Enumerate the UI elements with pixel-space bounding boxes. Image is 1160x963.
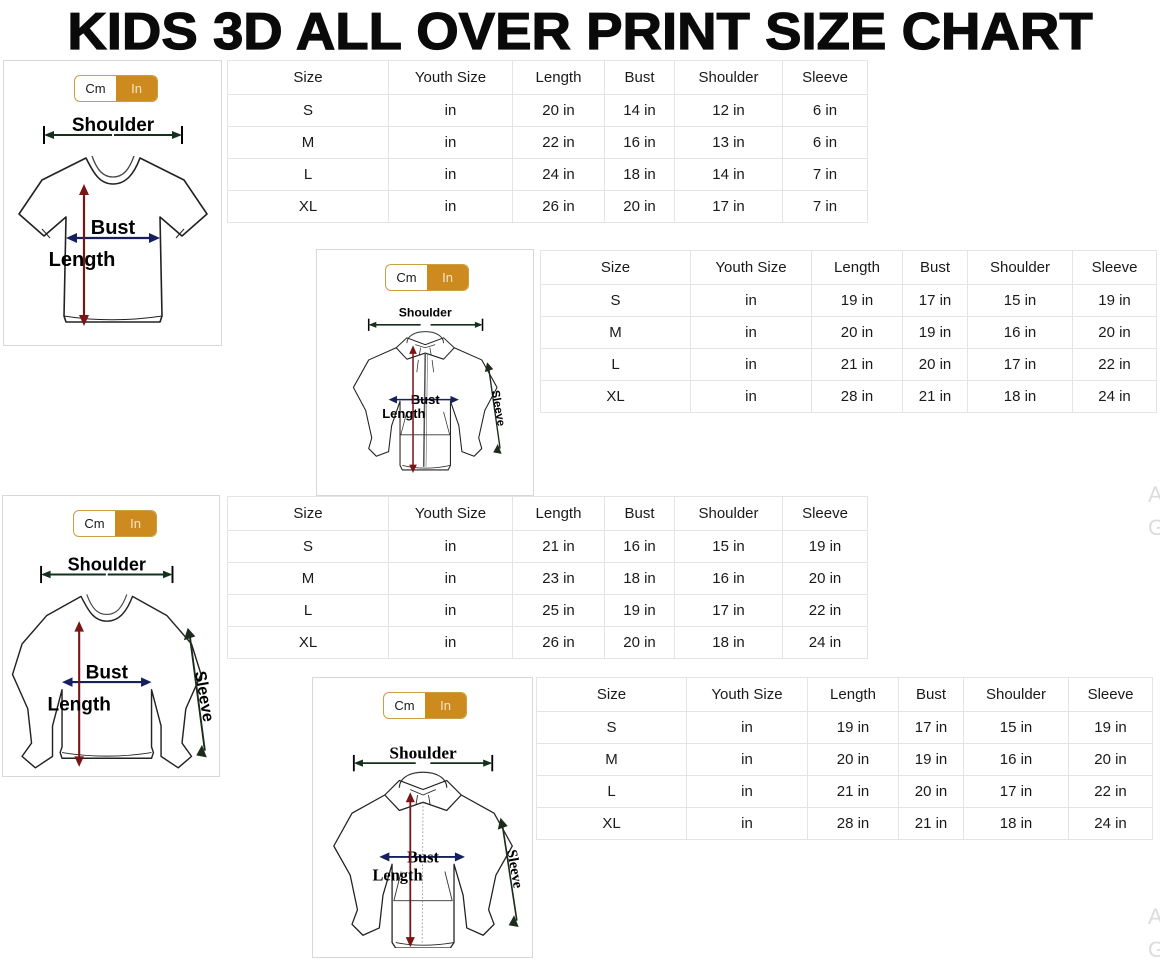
svg-text:Length: Length: [382, 406, 425, 421]
svg-text:Bust: Bust: [91, 217, 136, 239]
svg-text:Sleeve: Sleeve: [503, 848, 526, 890]
svg-text:Bust: Bust: [411, 392, 441, 407]
svg-text:Shoulder: Shoulder: [72, 116, 155, 136]
svg-text:Shoulder: Shoulder: [389, 744, 457, 763]
svg-text:Sleeve: Sleeve: [191, 670, 218, 724]
svg-text:Sleeve: Sleeve: [489, 389, 507, 427]
svg-text:Shoulder: Shoulder: [68, 555, 146, 575]
svg-text:Length: Length: [373, 866, 423, 885]
svg-text:Length: Length: [47, 695, 110, 716]
svg-text:Shoulder: Shoulder: [399, 308, 452, 319]
svg-text:Length: Length: [49, 249, 116, 271]
svg-text:Bust: Bust: [407, 847, 439, 866]
svg-text:Bust: Bust: [86, 662, 129, 683]
